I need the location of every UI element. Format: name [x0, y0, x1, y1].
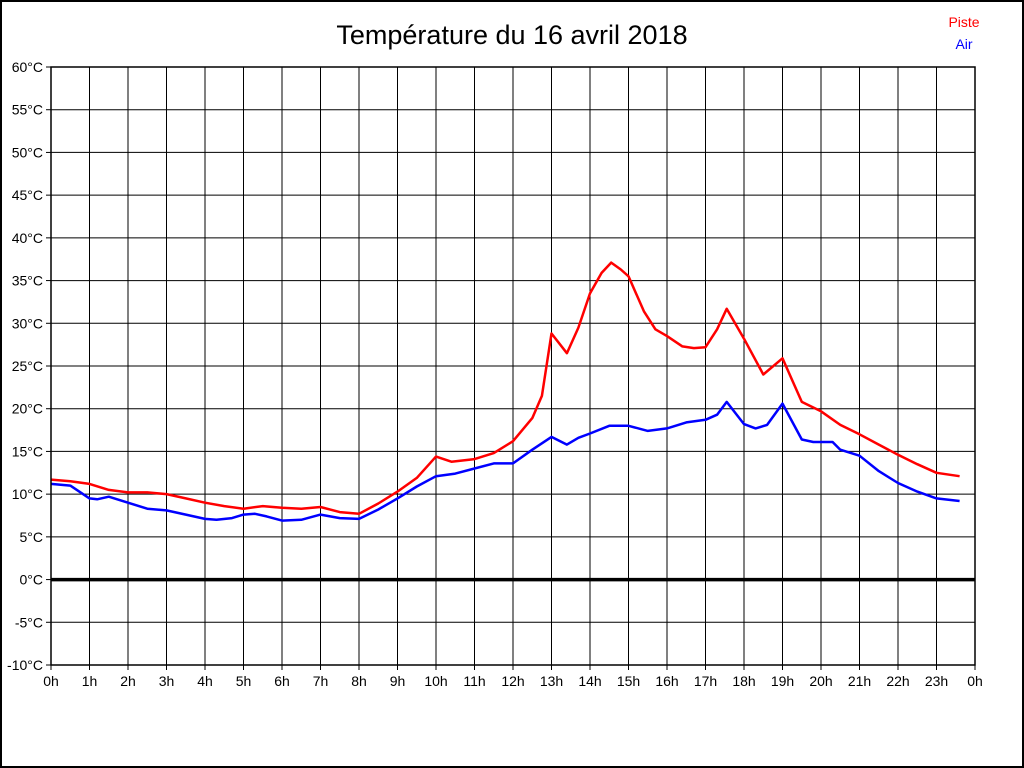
svg-text:19h: 19h	[771, 673, 794, 689]
svg-text:30°C: 30°C	[12, 315, 43, 331]
legend: Piste Air	[922, 13, 1006, 54]
svg-text:15°C: 15°C	[12, 443, 43, 459]
svg-text:0°C: 0°C	[20, 572, 44, 588]
x-axis-ticks	[50, 665, 976, 670]
svg-text:50°C: 50°C	[12, 144, 43, 160]
air-line	[50, 400, 960, 522]
svg-text:14h: 14h	[578, 673, 601, 689]
svg-text:40°C: 40°C	[12, 230, 43, 246]
legend-item-air: Air	[955, 36, 973, 52]
svg-text:45°C: 45°C	[12, 187, 43, 203]
svg-text:25°C: 25°C	[12, 358, 43, 374]
svg-text:7h: 7h	[313, 673, 329, 689]
svg-text:55°C: 55°C	[12, 102, 43, 118]
svg-text:22h: 22h	[886, 673, 909, 689]
plot-frame	[50, 66, 976, 666]
svg-text:18h: 18h	[732, 673, 755, 689]
svg-text:16h: 16h	[655, 673, 678, 689]
svg-text:0h: 0h	[43, 673, 59, 689]
svg-text:11h: 11h	[463, 673, 485, 689]
svg-text:10°C: 10°C	[12, 486, 43, 502]
svg-text:5h: 5h	[236, 673, 252, 689]
svg-text:20°C: 20°C	[12, 401, 43, 417]
svg-text:15h: 15h	[617, 673, 640, 689]
svg-text:5°C: 5°C	[20, 529, 44, 545]
svg-text:23h: 23h	[925, 673, 948, 689]
svg-text:21h: 21h	[848, 673, 871, 689]
svg-text:6h: 6h	[274, 673, 290, 689]
svg-text:12h: 12h	[501, 673, 524, 689]
svg-text:-5°C: -5°C	[15, 614, 43, 630]
svg-text:17h: 17h	[694, 673, 717, 689]
legend-item-piste: Piste	[948, 14, 980, 30]
svg-text:-10°C: -10°C	[7, 657, 43, 673]
svg-text:1h: 1h	[82, 673, 98, 689]
svg-text:13h: 13h	[540, 673, 563, 689]
svg-text:3h: 3h	[159, 673, 175, 689]
svg-text:4h: 4h	[197, 673, 213, 689]
y-axis-labels: 60°C 55°C 50°C 45°C 40°C 35°C 30°C 25°C 20°C 15°C…	[7, 59, 43, 673]
svg-text:35°C: 35°C	[12, 273, 43, 289]
svg-text:8h: 8h	[351, 673, 367, 689]
svg-text:10h: 10h	[424, 673, 447, 689]
chart-title: Température du 16 avril 2018	[336, 20, 688, 50]
svg-text:2h: 2h	[120, 673, 136, 689]
svg-text:0h: 0h	[967, 673, 983, 689]
x-axis-labels: 0h 1h 2h 3h 4h 5h 6h 7h 8h 9h 10h 11h 12h 13h 14h 15h 16…	[43, 673, 983, 689]
svg-text:60°C: 60°C	[12, 59, 43, 75]
y-axis-ticks	[46, 66, 51, 666]
horizontal-gridlines	[51, 66, 975, 666]
piste-line	[50, 261, 960, 516]
svg-text:20h: 20h	[809, 673, 832, 689]
svg-text:9h: 9h	[390, 673, 406, 689]
